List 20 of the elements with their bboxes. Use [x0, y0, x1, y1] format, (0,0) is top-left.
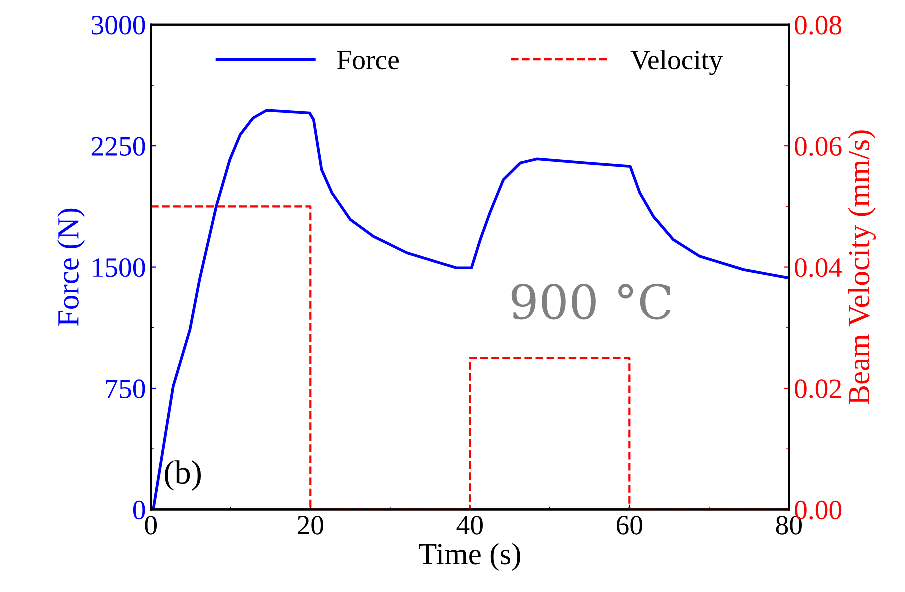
- y2-tick-label: 0.02: [795, 380, 842, 399]
- y-tick-label: 750: [106, 380, 146, 398]
- x-axis-title: Time (s): [419, 543, 520, 571]
- y2-tick-label: 0.04: [795, 258, 842, 278]
- annotation: (b): [165, 460, 202, 491]
- y-tick-label: 2250: [92, 137, 146, 156]
- x-tick-label: 40: [456, 516, 483, 535]
- x-tick-label: 20: [298, 516, 324, 535]
- y2-axis-title: Beam Velocity (mm/s): [848, 130, 876, 404]
- y-tick-label: 0: [133, 500, 146, 520]
- y2-tick-label: 0.08: [795, 16, 842, 35]
- legend-label: Force: [337, 51, 399, 70]
- x-tick-label: 60: [616, 516, 642, 535]
- annotation: 900 °C: [512, 284, 671, 320]
- legend-label: Velocity: [630, 50, 723, 76]
- y-tick-label: 1500: [93, 258, 146, 278]
- y2-tick-label: 0.06: [795, 137, 842, 156]
- y-tick-label: 3000: [92, 16, 146, 35]
- y-axis-title: Force (N): [57, 208, 86, 326]
- x-tick-label: 0: [145, 516, 158, 535]
